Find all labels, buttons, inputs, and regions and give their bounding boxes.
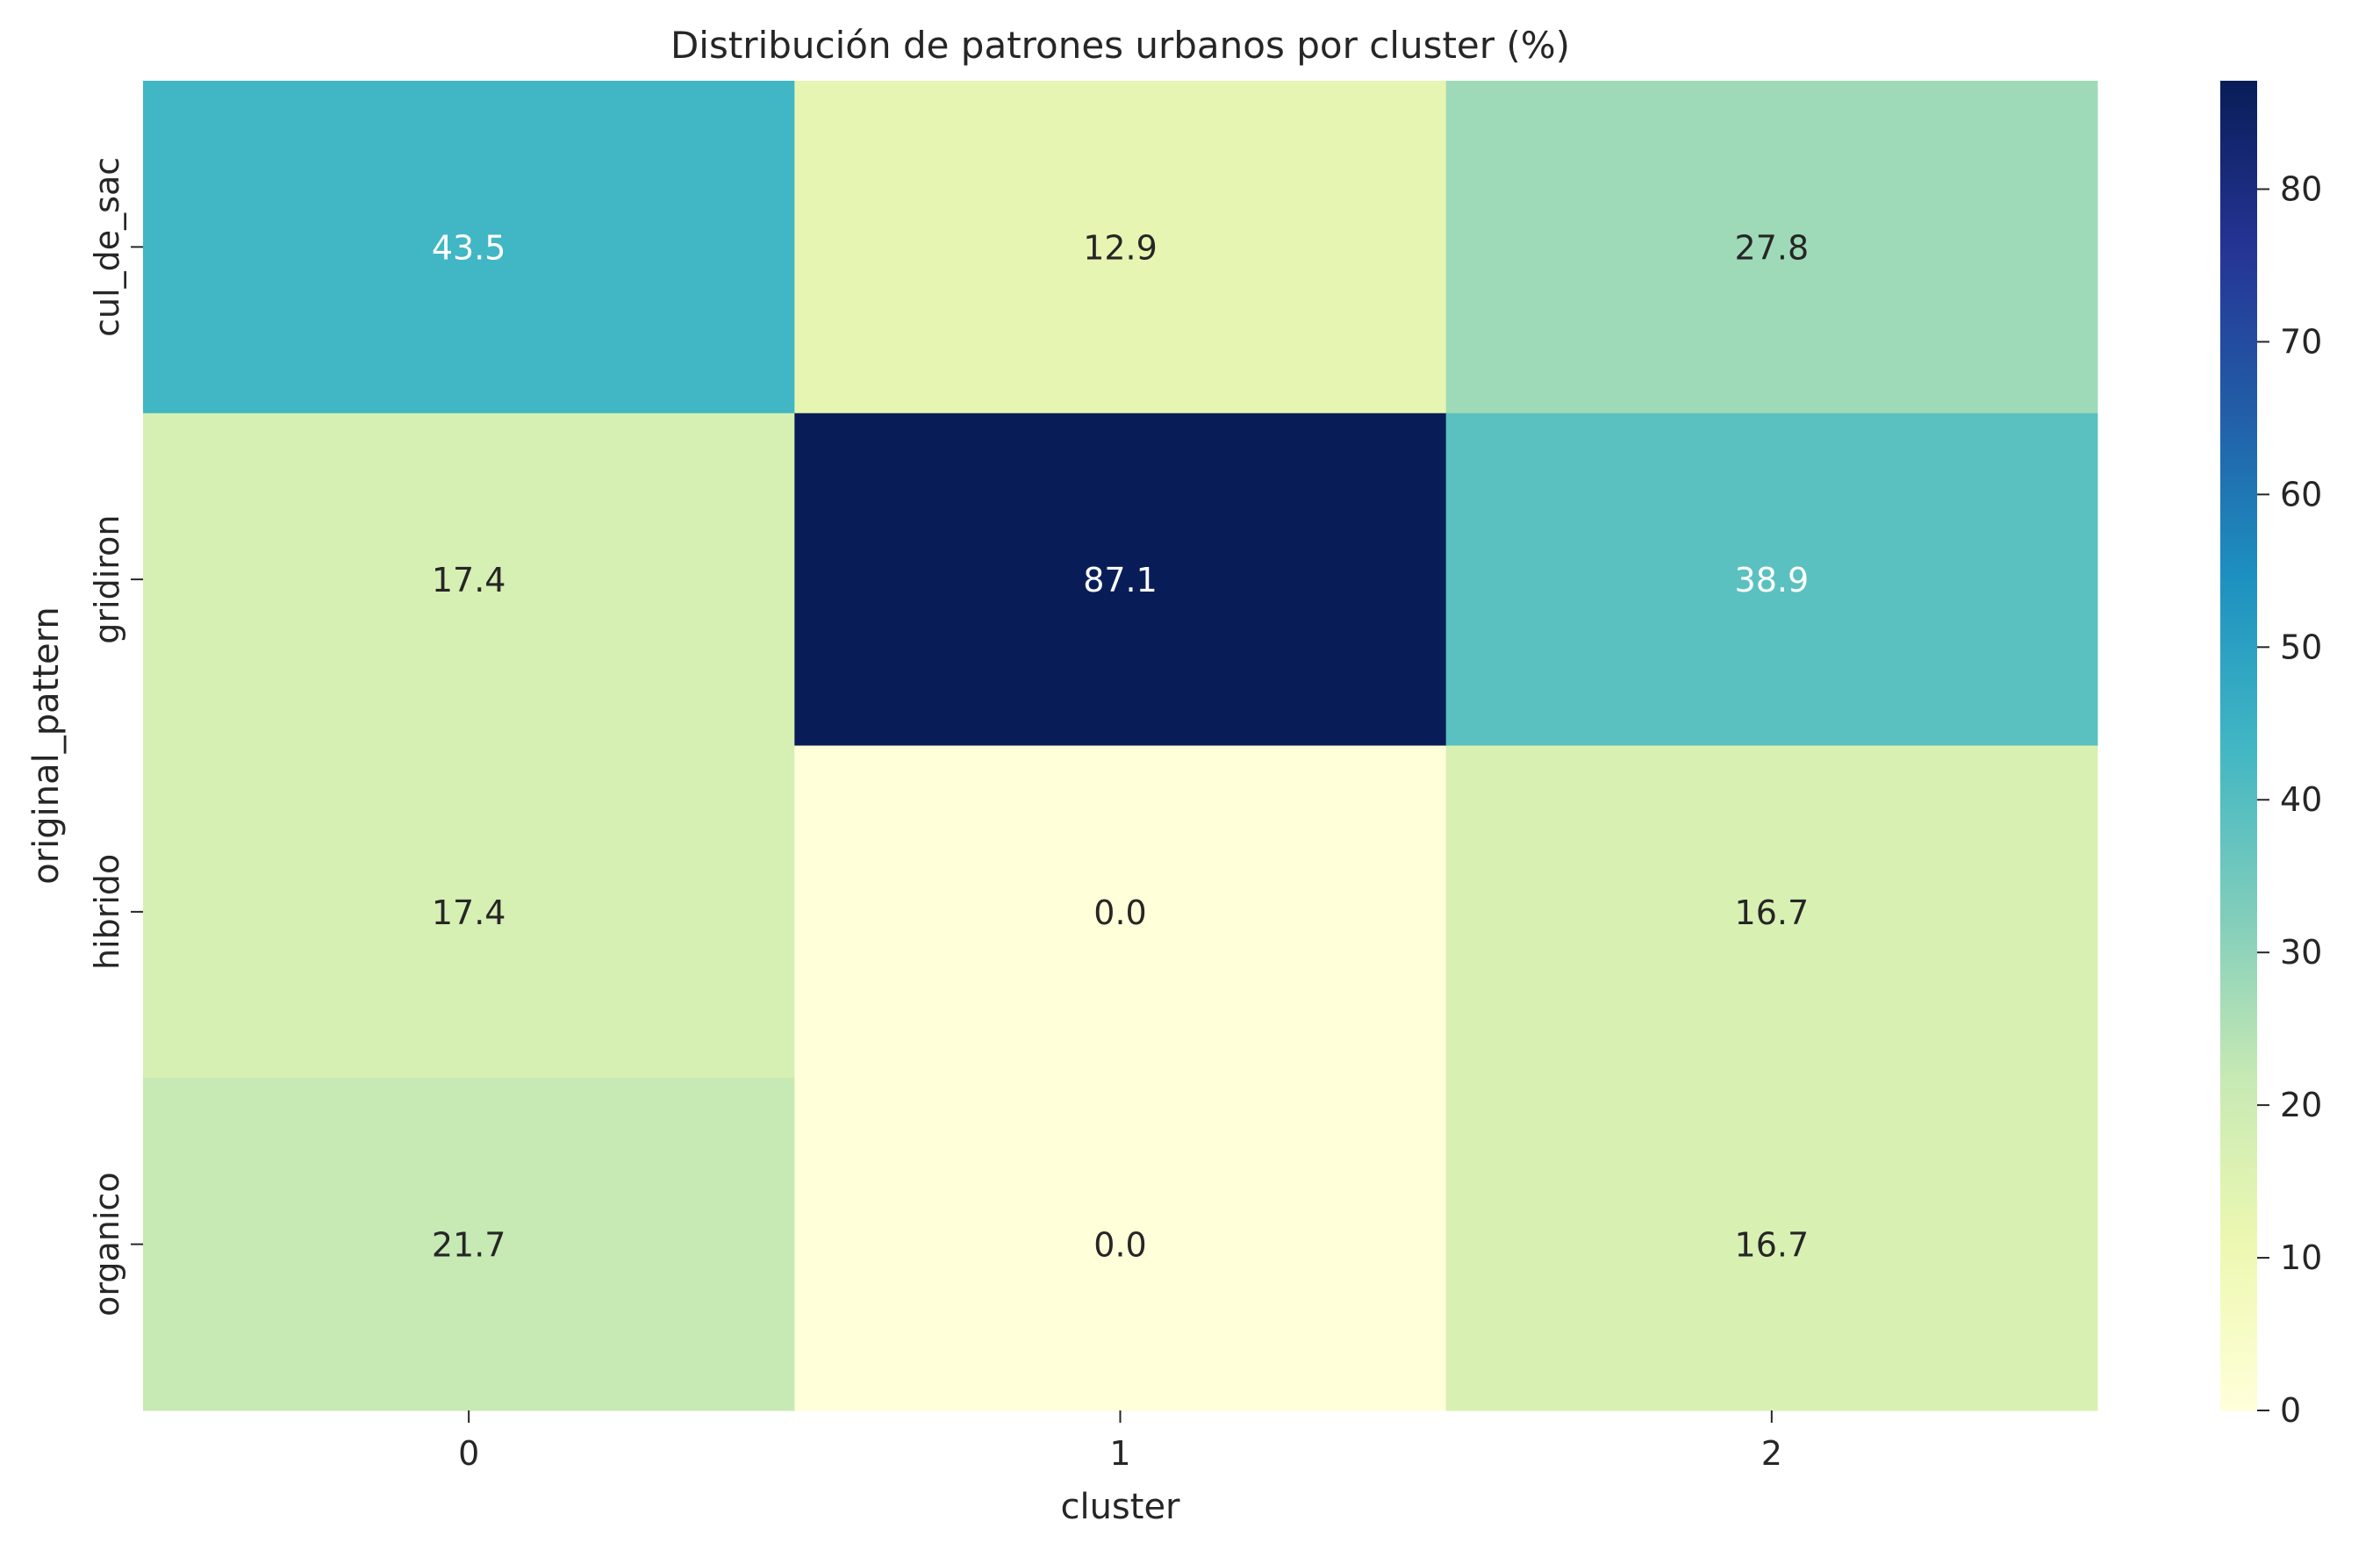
heatmap-cell bbox=[143, 413, 795, 746]
x-axis: 0 1 2 bbox=[458, 1410, 1782, 1473]
heatmap-cell bbox=[143, 1078, 795, 1411]
colorbar-tick-label: 40 bbox=[2280, 780, 2322, 819]
cell-value-label: 38.9 bbox=[1735, 561, 1810, 599]
heatmap-cell bbox=[143, 745, 795, 1079]
y-tick-label: gridiron bbox=[88, 515, 126, 644]
colorbar-tick-label: 60 bbox=[2280, 475, 2322, 513]
cell-value-label: 17.4 bbox=[432, 893, 506, 932]
colorbar: 0 10 20 30 40 50 60 70 80 bbox=[2220, 81, 2322, 1430]
heatmap-cells: 43.5 12.9 27.8 17.4 87.1 38.9 17.4 0.0 16.7 21.7 0… bbox=[143, 81, 2098, 1411]
heatmap-cell bbox=[1445, 745, 2098, 1079]
colorbar-gradient bbox=[2220, 81, 2257, 1410]
cell-value-label: 12.9 bbox=[1083, 228, 1158, 267]
heatmap-cell bbox=[794, 1078, 1447, 1411]
y-axis-label: original_pattern bbox=[26, 606, 67, 884]
cell-value-label: 21.7 bbox=[432, 1226, 506, 1265]
x-tick-label: 1 bbox=[1109, 1434, 1130, 1473]
x-tick-label: 0 bbox=[458, 1434, 479, 1473]
cell-value-label: 0.0 bbox=[1093, 1226, 1146, 1265]
y-tick-label: hibrido bbox=[88, 854, 126, 970]
cell-value-label: 27.8 bbox=[1735, 228, 1810, 267]
heatmap-cell bbox=[1445, 1078, 2098, 1411]
colorbar-tick-label: 70 bbox=[2280, 322, 2322, 361]
cell-value-label: 16.7 bbox=[1735, 893, 1810, 932]
colorbar-tick-label: 30 bbox=[2280, 933, 2322, 972]
cell-value-label: 17.4 bbox=[432, 561, 506, 599]
colorbar-tick-label: 10 bbox=[2280, 1238, 2322, 1277]
colorbar-tick-label: 80 bbox=[2280, 169, 2322, 208]
colorbar-tick-label: 20 bbox=[2280, 1086, 2322, 1124]
heatmap-cell bbox=[1445, 413, 2098, 746]
cell-value-label: 16.7 bbox=[1735, 1226, 1810, 1265]
heatmap-cell bbox=[1445, 81, 2098, 414]
heatmap-cell bbox=[794, 413, 1447, 746]
y-tick-label: cul_de_sac bbox=[88, 157, 126, 337]
colorbar-tick-label: 0 bbox=[2280, 1391, 2301, 1430]
x-tick-label: 2 bbox=[1761, 1434, 1782, 1473]
heatmap-cell bbox=[794, 745, 1447, 1079]
cell-value-label: 0.0 bbox=[1093, 893, 1146, 932]
y-tick-label: organico bbox=[88, 1172, 126, 1316]
y-axis: cul_de_sac gridiron hibrido organico bbox=[88, 157, 143, 1317]
colorbar-tick-label: 50 bbox=[2280, 628, 2322, 666]
cell-value-label: 43.5 bbox=[432, 228, 506, 267]
chart-title: Distribución de patrones urbanos por clu… bbox=[670, 24, 1570, 67]
heatmap-cell bbox=[794, 81, 1447, 414]
cell-value-label: 87.1 bbox=[1083, 561, 1158, 599]
x-axis-label: cluster bbox=[1060, 1487, 1180, 1527]
heatmap-cell bbox=[143, 81, 795, 414]
